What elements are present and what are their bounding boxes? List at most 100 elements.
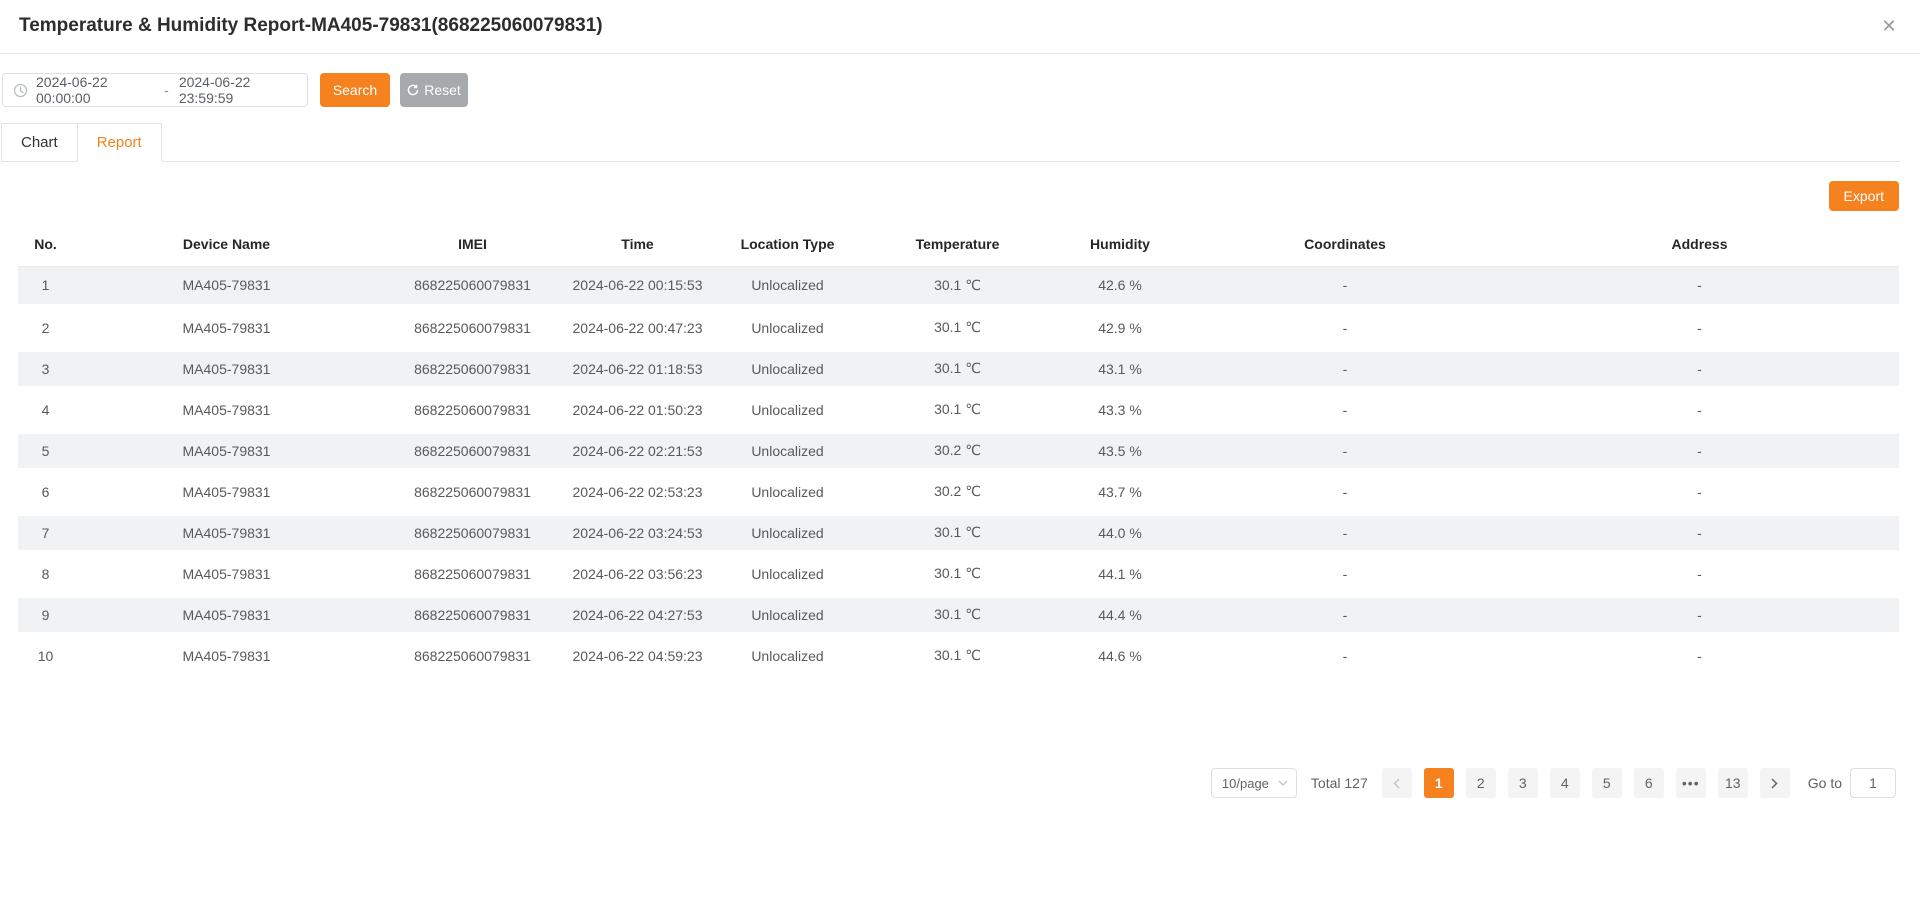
cell-device-name: MA405-79831	[73, 512, 380, 557]
cell-imei: 868225060079831	[380, 348, 565, 393]
table-row: 10 MA405-79831 868225060079831 2024-06-2…	[18, 635, 1899, 680]
page-button[interactable]: 13	[1717, 768, 1748, 798]
close-icon[interactable]: ✕	[1875, 12, 1903, 40]
search-button[interactable]: Search	[320, 73, 390, 107]
cell-time: 2024-06-22 01:50:23	[565, 389, 710, 434]
tab-chart[interactable]: Chart	[1, 123, 78, 162]
table-row: 2 MA405-79831 868225060079831 2024-06-22…	[18, 307, 1899, 352]
cell-coordinates: -	[1190, 635, 1500, 680]
cell-no: 6	[18, 471, 73, 516]
page-button[interactable]: 4	[1549, 768, 1580, 798]
col-device-name: Device Name	[73, 222, 380, 267]
page-button[interactable]: 3	[1507, 768, 1538, 798]
cell-address: -	[1500, 348, 1899, 393]
export-button[interactable]: Export	[1828, 181, 1899, 211]
table-row: 6 MA405-79831 868225060079831 2024-06-22…	[18, 471, 1899, 516]
cell-no: 1	[18, 266, 73, 311]
cell-time: 2024-06-22 04:59:23	[565, 635, 710, 680]
refresh-icon	[407, 84, 419, 96]
cell-time: 2024-06-22 00:15:53	[565, 266, 710, 311]
cell-device-name: MA405-79831	[73, 348, 380, 393]
cell-address: -	[1500, 389, 1899, 434]
cell-device-name: MA405-79831	[73, 553, 380, 598]
cell-humidity: 43.1 %	[1050, 348, 1190, 393]
cell-imei: 868225060079831	[380, 307, 565, 352]
col-address: Address	[1500, 222, 1899, 267]
col-coordinates: Coordinates	[1190, 222, 1500, 267]
tab-bar: Chart Report	[1, 123, 1900, 162]
cell-no: 2	[18, 307, 73, 352]
cell-location: Unlocalized	[710, 430, 865, 475]
cell-address: -	[1500, 512, 1899, 557]
cell-location: Unlocalized	[710, 266, 865, 311]
cell-address: -	[1500, 266, 1899, 311]
chevron-right-icon	[1771, 777, 1778, 789]
cell-address: -	[1500, 307, 1899, 352]
cell-temperature: 30.1 ℃	[865, 594, 1050, 639]
cell-temperature: 30.1 ℃	[865, 348, 1050, 393]
cell-imei: 868225060079831	[380, 389, 565, 434]
cell-no: 7	[18, 512, 73, 557]
page-button[interactable]: 2	[1465, 768, 1496, 798]
cell-no: 4	[18, 389, 73, 434]
chevron-down-icon	[1278, 780, 1288, 786]
cell-location: Unlocalized	[710, 348, 865, 393]
page-button[interactable]: 6	[1633, 768, 1664, 798]
cell-imei: 868225060079831	[380, 430, 565, 475]
table-row: 9 MA405-79831 868225060079831 2024-06-22…	[18, 594, 1899, 639]
col-no: No.	[18, 222, 73, 267]
cell-temperature: 30.1 ℃	[865, 389, 1050, 434]
cell-coordinates: -	[1190, 307, 1500, 352]
cell-coordinates: -	[1190, 266, 1500, 311]
page-size-value: 10/page	[1221, 775, 1269, 791]
cell-address: -	[1500, 635, 1899, 680]
cell-coordinates: -	[1190, 348, 1500, 393]
modal-header: Temperature & Humidity Report-MA405-7983…	[0, 0, 1920, 54]
date-end-value: 2024-06-22 23:59:59	[178, 74, 251, 106]
cell-temperature: 30.1 ℃	[865, 266, 1050, 311]
cell-humidity: 44.6 %	[1050, 635, 1190, 680]
goto-page-input[interactable]	[1850, 768, 1896, 798]
cell-coordinates: -	[1190, 389, 1500, 434]
cell-device-name: MA405-79831	[73, 307, 380, 352]
cell-humidity: 44.0 %	[1050, 512, 1190, 557]
next-page-button[interactable]	[1759, 768, 1790, 798]
table-row: 1 MA405-79831 868225060079831 2024-06-22…	[18, 266, 1899, 311]
clock-icon	[13, 83, 28, 98]
table-body: 1 MA405-79831 868225060079831 2024-06-22…	[18, 266, 1899, 680]
date-range-input[interactable]: 2024-06-22 00:00:00 - 2024-06-22 23:59:5…	[2, 73, 308, 107]
page-buttons: 1 2 3 4 5 6 ••• 13	[1423, 768, 1760, 798]
page-button[interactable]: 1	[1423, 768, 1454, 798]
cell-time: 2024-06-22 04:27:53	[565, 594, 710, 639]
table-row: 7 MA405-79831 868225060079831 2024-06-22…	[18, 512, 1899, 557]
cell-address: -	[1500, 430, 1899, 475]
col-time: Time	[565, 222, 710, 267]
cell-location: Unlocalized	[710, 512, 865, 557]
cell-no: 8	[18, 553, 73, 598]
cell-coordinates: -	[1190, 430, 1500, 475]
col-temperature: Temperature	[865, 222, 1050, 267]
cell-imei: 868225060079831	[380, 635, 565, 680]
cell-imei: 868225060079831	[380, 266, 565, 311]
table-row: 4 MA405-79831 868225060079831 2024-06-22…	[18, 389, 1899, 434]
cell-imei: 868225060079831	[380, 471, 565, 516]
tab-report[interactable]: Report	[76, 123, 162, 162]
reset-button[interactable]: Reset	[400, 73, 468, 107]
prev-page-button[interactable]	[1381, 768, 1412, 798]
cell-humidity: 44.1 %	[1050, 553, 1190, 598]
cell-device-name: MA405-79831	[73, 266, 380, 311]
page-size-select[interactable]: 10/page	[1210, 768, 1297, 798]
cell-humidity: 42.6 %	[1050, 266, 1190, 311]
cell-device-name: MA405-79831	[73, 635, 380, 680]
page-button[interactable]: 5	[1591, 768, 1622, 798]
cell-time: 2024-06-22 00:47:23	[565, 307, 710, 352]
cell-temperature: 30.1 ℃	[865, 307, 1050, 352]
cell-no: 9	[18, 594, 73, 639]
cell-location: Unlocalized	[710, 635, 865, 680]
page-button[interactable]: •••	[1675, 768, 1706, 798]
cell-humidity: 43.3 %	[1050, 389, 1190, 434]
report-table: No. Device Name IMEI Time Location Type …	[18, 222, 1899, 680]
cell-no: 5	[18, 430, 73, 475]
cell-device-name: MA405-79831	[73, 389, 380, 434]
reset-button-label: Reset	[424, 82, 461, 98]
